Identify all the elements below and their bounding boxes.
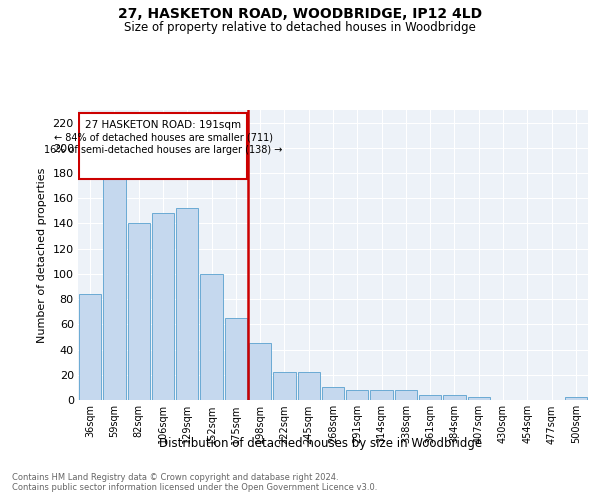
Text: Size of property relative to detached houses in Woodbridge: Size of property relative to detached ho… xyxy=(124,21,476,34)
Bar xyxy=(322,388,344,400)
Bar xyxy=(103,176,125,400)
Bar xyxy=(298,372,320,400)
FancyBboxPatch shape xyxy=(79,112,247,180)
Bar xyxy=(79,294,101,400)
Text: ← 84% of detached houses are smaller (711): ← 84% of detached houses are smaller (71… xyxy=(53,132,272,142)
Bar xyxy=(419,395,442,400)
Text: Distribution of detached houses by size in Woodbridge: Distribution of detached houses by size … xyxy=(160,438,482,450)
Bar xyxy=(346,390,368,400)
Bar xyxy=(370,390,393,400)
Bar xyxy=(128,224,150,400)
Y-axis label: Number of detached properties: Number of detached properties xyxy=(37,168,47,342)
Bar xyxy=(443,395,466,400)
Text: Contains HM Land Registry data © Crown copyright and database right 2024.
Contai: Contains HM Land Registry data © Crown c… xyxy=(12,472,377,492)
Bar xyxy=(565,398,587,400)
Bar xyxy=(395,390,417,400)
Bar xyxy=(467,398,490,400)
Bar xyxy=(273,372,296,400)
Bar xyxy=(152,214,174,400)
Bar xyxy=(224,318,247,400)
Text: 27, HASKETON ROAD, WOODBRIDGE, IP12 4LD: 27, HASKETON ROAD, WOODBRIDGE, IP12 4LD xyxy=(118,8,482,22)
Text: 27 HASKETON ROAD: 191sqm: 27 HASKETON ROAD: 191sqm xyxy=(85,120,241,130)
Bar xyxy=(176,208,199,400)
Bar xyxy=(200,274,223,400)
Bar xyxy=(249,344,271,400)
Text: 16% of semi-detached houses are larger (138) →: 16% of semi-detached houses are larger (… xyxy=(44,146,282,156)
